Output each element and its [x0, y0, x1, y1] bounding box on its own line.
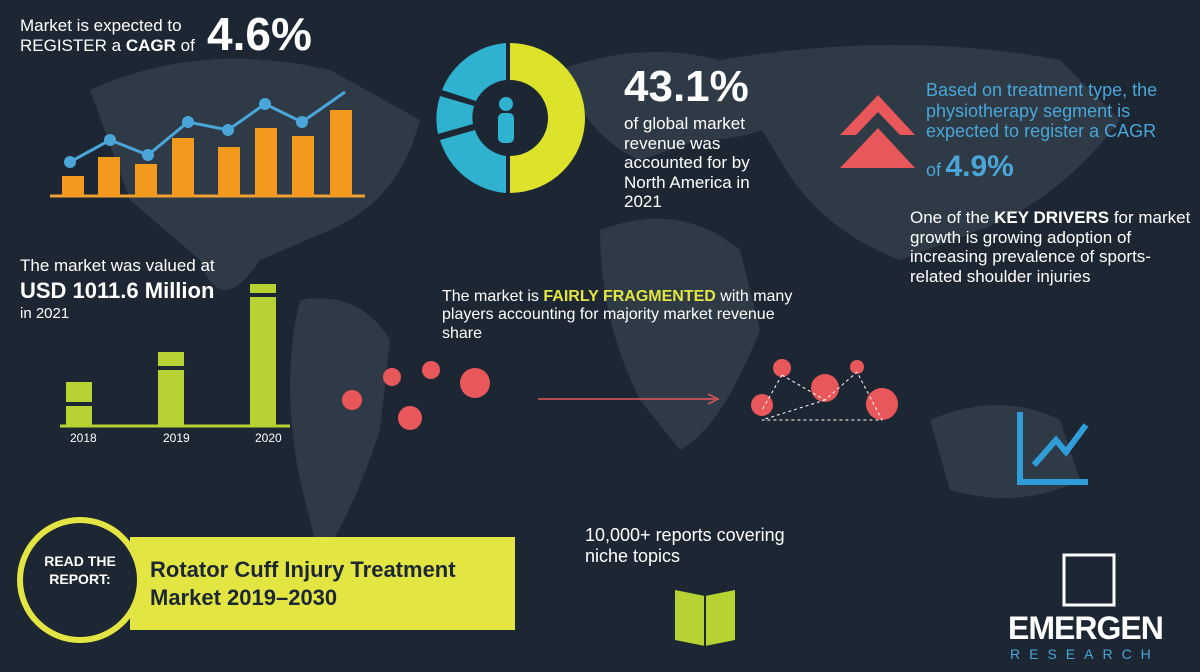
segment-cagr: of 4.9%: [926, 150, 1014, 185]
decoration: [66, 402, 92, 406]
year-label: 2020: [255, 431, 282, 445]
share-text: of global market revenue was accounted f…: [624, 114, 750, 212]
decoration: [342, 390, 362, 410]
decoration: [64, 98, 308, 168]
decoration: [330, 110, 352, 196]
location-pins: [342, 359, 898, 430]
decoration: [172, 138, 194, 196]
decoration: [840, 128, 915, 168]
decoration: [62, 110, 352, 196]
decoration: [142, 149, 154, 161]
decoration: [292, 136, 314, 196]
decoration: [840, 95, 915, 135]
logo-sub: RESEARCH: [1010, 646, 1160, 662]
text: for market growth is growing adoption of…: [910, 208, 1191, 286]
year-label: 2018: [70, 431, 97, 445]
text: 4.9%: [945, 150, 1014, 183]
valuation-year: in 2021: [20, 305, 70, 322]
valuation-intro: The market was valued at: [20, 256, 215, 275]
decoration: [866, 388, 898, 420]
decoration: [259, 98, 271, 110]
decoration: [218, 147, 240, 196]
logo-name: EMERGEN: [1008, 610, 1164, 646]
decoration: [751, 394, 773, 416]
decoration: [222, 124, 234, 136]
decoration: [158, 366, 184, 370]
donut: [436, 43, 585, 193]
decoration: [442, 43, 506, 101]
valuation-value: USD 1011.6 Million: [20, 278, 215, 303]
fragmentation-text: The market is FAIRLY FRAGMENTED with man…: [442, 288, 812, 343]
share-value: 43.1%: [624, 62, 749, 111]
decoration: [761, 374, 783, 411]
decoration: [250, 284, 276, 426]
decoration: [182, 116, 194, 128]
decoration: [498, 113, 514, 143]
decoration: [62, 176, 84, 196]
decoration: [290, 298, 390, 560]
decoration: [720, 45, 1120, 260]
text: One of the: [910, 208, 990, 227]
decoration: [383, 368, 401, 386]
decoration: [250, 293, 276, 297]
text: with many players accounting for majorit…: [442, 288, 793, 342]
book-icon: [675, 590, 735, 646]
text: of: [180, 35, 195, 55]
cagr-intro: Market is expected to REGISTER a CAGR of: [20, 16, 195, 55]
drivers-text: One of the KEY DRIVERS for market growth…: [910, 208, 1200, 286]
report-title[interactable]: Rotator Cuff Injury Treatment Market 201…: [150, 557, 456, 610]
decoration: [104, 134, 116, 146]
reports-text: 10,000+ reports covering niche topics: [585, 525, 785, 566]
text: Market is expected to: [20, 16, 182, 35]
cagr-value: 4.6%: [207, 8, 312, 60]
decoration: [1062, 553, 1116, 607]
trend-icon: [1017, 412, 1089, 485]
text: CAGR: [125, 35, 176, 55]
decoration: [69, 90, 346, 164]
text: The market is: [442, 288, 539, 305]
text: REGISTER a: [20, 35, 122, 55]
decoration: [440, 130, 506, 193]
decoration: [135, 164, 157, 196]
decoration: [422, 361, 440, 379]
decoration: [761, 371, 883, 421]
decoration: [158, 352, 184, 426]
text: of: [926, 160, 942, 180]
year-label: 2019: [163, 431, 190, 445]
decoration: [600, 218, 760, 450]
decoration: [64, 156, 76, 168]
value-bars: [60, 284, 290, 428]
decoration: [510, 43, 585, 193]
segment-text: Based on treatment type, the physiothera…: [926, 80, 1158, 142]
decoration: [296, 116, 308, 128]
report-box: [130, 537, 515, 630]
decoration: [398, 406, 422, 430]
decoration: [811, 374, 839, 402]
read-label[interactable]: READ THE REPORT:: [44, 553, 116, 587]
decoration: [255, 128, 277, 196]
decoration: [850, 360, 864, 374]
decoration: [98, 157, 120, 196]
text: KEY DRIVERS: [994, 208, 1110, 227]
decoration: [460, 368, 490, 398]
text: FAIRLY FRAGMENTED: [543, 288, 716, 305]
logo-mark: [1062, 553, 1116, 607]
decoration: [17, 517, 143, 643]
decoration: [1031, 423, 1089, 467]
up-chevrons: [840, 95, 915, 168]
decoration: [930, 405, 1080, 498]
network-lines: [761, 371, 883, 421]
growth-chart: [50, 90, 365, 198]
decoration: [1017, 412, 1088, 485]
decoration: [436, 96, 474, 134]
decoration: [773, 359, 791, 377]
decoration: [707, 393, 720, 405]
decoration: [499, 97, 513, 111]
